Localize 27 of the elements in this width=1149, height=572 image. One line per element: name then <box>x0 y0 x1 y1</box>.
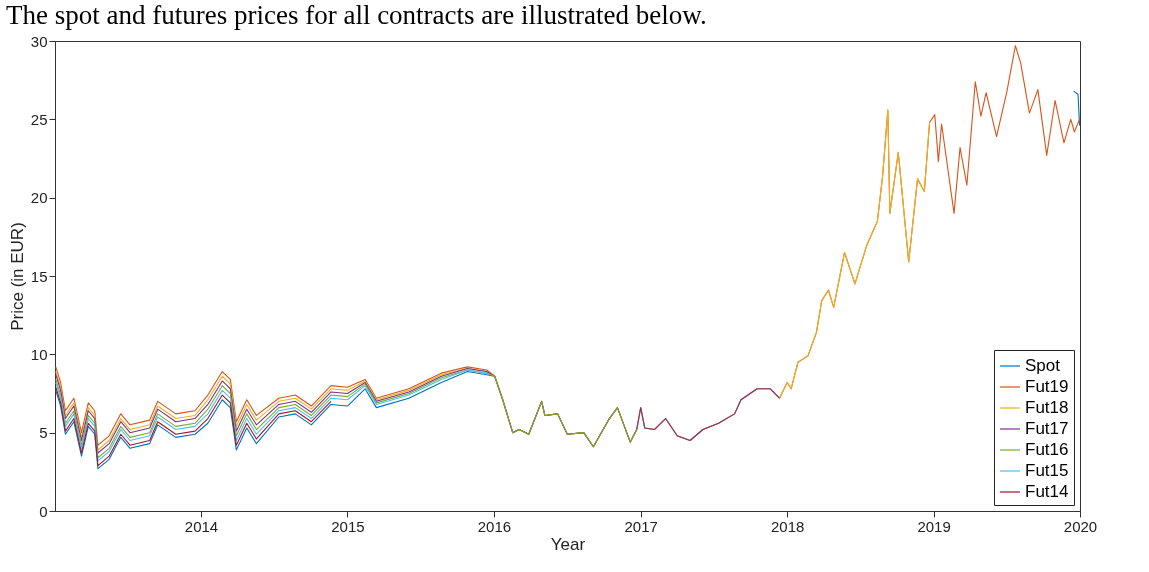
legend-label: Fut18 <box>1025 398 1069 417</box>
line-series <box>55 386 332 467</box>
x-tick-label: 2015 <box>331 517 365 535</box>
y-tick-label: 5 <box>39 424 48 442</box>
x-tick-label: 2020 <box>1063 517 1098 535</box>
y-tick-label: 10 <box>30 345 48 363</box>
legend-label: Fut14 <box>1025 482 1069 501</box>
y-tick-label: 15 <box>30 267 48 285</box>
chart-title: The spot and futures prices for all contracts are illustrated below. <box>6 0 708 30</box>
x-tick-label: 2019 <box>917 517 951 535</box>
x-tick-label: 2018 <box>770 517 805 535</box>
y-axis-title: Price (in EUR) <box>7 222 27 331</box>
y-tick-label: 0 <box>39 502 48 520</box>
y-tick-label: 25 <box>30 110 48 128</box>
legend-label: Fut17 <box>1025 419 1069 438</box>
x-axis-title: Year <box>550 534 586 554</box>
x-tick-label: 2017 <box>624 517 658 535</box>
legend-label: Fut15 <box>1025 461 1069 480</box>
x-tick-label: 2016 <box>477 517 512 535</box>
legend-label: Fut16 <box>1025 440 1069 459</box>
y-tick-label: 30 <box>30 32 48 50</box>
legend-label: Spot <box>1025 356 1061 375</box>
line-series <box>55 369 638 459</box>
x-tick-label: 2014 <box>184 517 219 535</box>
legend-label: Fut19 <box>1025 377 1069 396</box>
y-tick-label: 20 <box>30 189 48 207</box>
line-series <box>55 369 488 462</box>
